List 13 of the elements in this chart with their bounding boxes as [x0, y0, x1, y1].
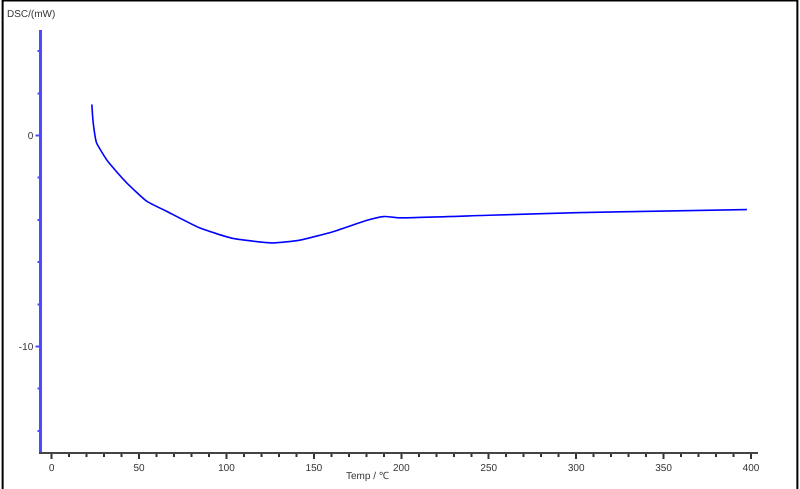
- x-tick-label: 300: [568, 463, 585, 474]
- x-axis-title: Temp / ℃: [346, 471, 389, 482]
- x-tick-label: 200: [392, 463, 410, 474]
- x-tick-label: 50: [133, 463, 146, 474]
- line-series: [91, 104, 748, 244]
- x-tick-label: 100: [218, 463, 236, 474]
- x-tick-label: 0: [48, 463, 55, 474]
- x-tick-label: 350: [655, 463, 672, 474]
- y-tick-label: -10: [18, 342, 34, 353]
- y-axis-title: DSC/(mW): [7, 9, 56, 20]
- x-tick-label: 400: [742, 463, 760, 474]
- x-tick-label: 250: [480, 463, 498, 474]
- x-tick-label: 150: [306, 463, 323, 474]
